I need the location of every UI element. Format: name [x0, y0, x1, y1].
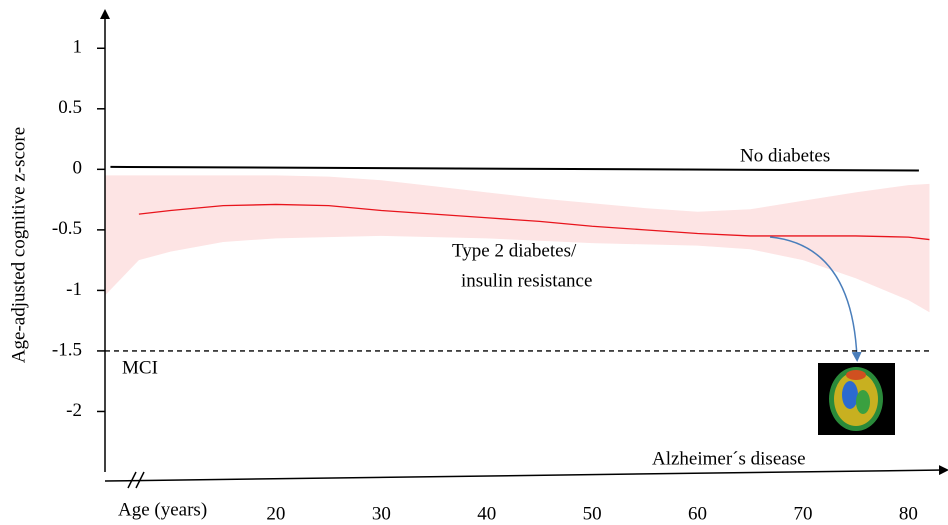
y-tick-label: -0.5	[52, 218, 82, 239]
axis-break	[135, 471, 145, 489]
annotation: Type 2 diabetes/	[452, 240, 577, 261]
progression-arrow	[769, 236, 862, 362]
x-tick-label: 40	[477, 503, 496, 524]
threshold-label: MCI	[122, 357, 158, 378]
series-line	[110, 165, 919, 172]
x-axis-label: Age (years)	[118, 499, 207, 520]
x-tick-label: 50	[583, 503, 602, 524]
x-tick-label: 80	[899, 503, 918, 524]
series-line	[138, 203, 930, 241]
y-tick-label: -1.5	[52, 339, 82, 360]
y-tick-label: -1	[66, 279, 82, 300]
brain-image	[818, 363, 895, 435]
y-axis-label: Age-adjusted cognitive z-score	[8, 127, 29, 363]
x-tick-label: 20	[266, 503, 285, 524]
y-tick-label: 0.5	[58, 97, 82, 118]
x-tick-label: 60	[688, 503, 707, 524]
x-axis	[104, 465, 948, 482]
x-tick-label: 70	[793, 503, 812, 524]
y-tick-label: 1	[73, 37, 83, 58]
axis-break	[127, 471, 137, 489]
y-tick-label: -2	[66, 400, 82, 421]
y-tick-label: 0	[73, 158, 83, 179]
annotation: Alzheimer´s disease	[652, 448, 806, 469]
annotation: No diabetes	[740, 145, 830, 166]
annotation: insulin resistance	[461, 270, 592, 291]
x-tick-label: 30	[372, 503, 391, 524]
confidence-band	[105, 175, 930, 313]
